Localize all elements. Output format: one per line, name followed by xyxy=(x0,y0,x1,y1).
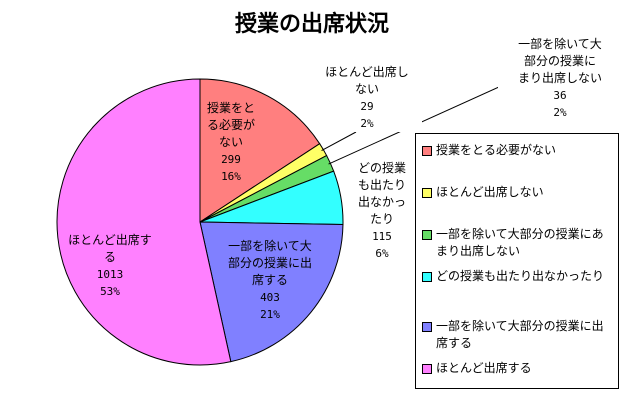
slice-data-label: どの授業も出たり出なかったり 115 6% xyxy=(346,160,418,262)
slice-value: 403 xyxy=(260,291,280,304)
slice-value: 299 xyxy=(221,153,241,166)
legend: 授業をとる必要がない ほとんど出席しない一部を除いて大部分の授業にあまり出席しない… xyxy=(415,133,619,389)
pie-slice xyxy=(199,78,321,223)
slice-value: 1013 xyxy=(96,268,124,281)
slice-label-text: ほとんど出席し xyxy=(325,65,409,79)
slice-label-text: る必要が xyxy=(206,118,255,132)
slice-label-text: たり xyxy=(369,212,394,226)
slice-label-text: どの授業 xyxy=(357,161,406,175)
slice-label-text: る xyxy=(103,250,116,264)
legend-swatch xyxy=(422,146,432,156)
legend-swatch xyxy=(422,322,432,332)
slice-data-label: 一部を除いて大 部分の授業に出 席する 403 21% xyxy=(210,238,330,323)
slice-data-label: ほとんど出席する 1013 53% xyxy=(50,232,170,300)
pie-slice xyxy=(199,221,344,363)
slice-value: 115 xyxy=(372,230,392,243)
slice-data-label: 一部を除いて大 部分の授業に まり出席しない 36 2% xyxy=(498,36,622,121)
legend-label: ほとんど出席しない xyxy=(436,185,544,199)
leader-line xyxy=(321,131,357,151)
slice-percent: 21% xyxy=(260,308,280,321)
slice-value: 29 xyxy=(360,100,374,113)
slice-data-label: ほとんど出席し ない 29 2% xyxy=(312,64,422,132)
slice-label-text: ない xyxy=(354,82,379,96)
slice-percent: 2% xyxy=(553,106,567,119)
legend-swatch xyxy=(422,364,432,374)
slice-percent: 6% xyxy=(375,247,389,260)
slice-label-text: まり出席しない xyxy=(517,71,602,85)
slice-label-text: 一部を除いて大 xyxy=(518,37,602,51)
slice-label-text: 出なかっ xyxy=(357,195,406,209)
slice-percent: 53% xyxy=(100,285,120,298)
legend-label: どの授業も出たり出なかったり xyxy=(436,269,605,283)
slice-label-text: 部分の授業に出 xyxy=(227,256,312,270)
legend-label: 一部を除いて大部分の授業に出席する xyxy=(436,319,604,350)
slice-label-text: 部分の授業に xyxy=(523,54,596,68)
slice-label-text: も出たり xyxy=(357,178,406,192)
legend-label: ほとんど出席する xyxy=(436,361,532,375)
legend-swatch xyxy=(422,188,432,198)
chart-title: 授業の出席状況 xyxy=(234,12,389,37)
slice-label-text: 授業をと xyxy=(206,101,255,115)
slice-percent: 2% xyxy=(360,117,374,130)
pie-slice xyxy=(56,78,232,366)
legend-swatch xyxy=(422,272,432,282)
slice-value: 36 xyxy=(553,89,567,102)
legend-swatch xyxy=(422,230,432,240)
legend-label: 授業をとる必要がない xyxy=(436,143,557,157)
slice-label-text: ない xyxy=(218,135,243,149)
slice-label-text: 一部を除いて大 xyxy=(228,239,312,253)
slice-percent: 16% xyxy=(221,170,241,183)
slice-label-text: 席する xyxy=(251,273,288,287)
slice-data-label: 授業をとる必要がない 299 16% xyxy=(198,100,264,185)
slice-label-text: ほとんど出席す xyxy=(68,233,152,247)
legend-label: 一部を除いて大部分の授業にあまり出席しない xyxy=(436,227,604,258)
